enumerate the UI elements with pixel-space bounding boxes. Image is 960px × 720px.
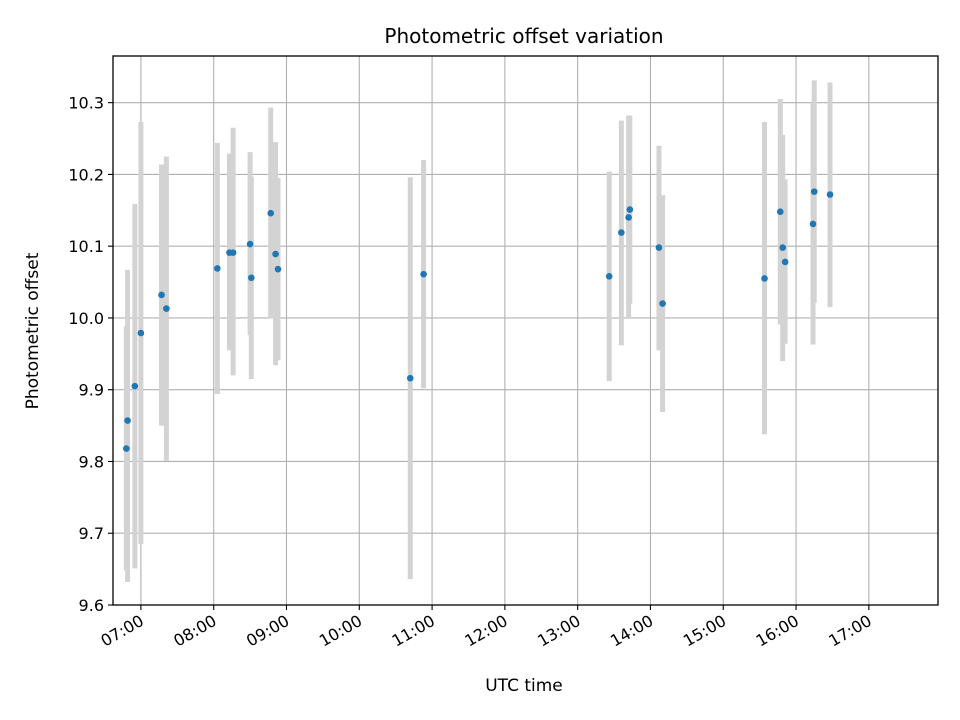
data-point (810, 188, 818, 195)
data-point (618, 229, 625, 236)
data-point (809, 220, 817, 228)
data-point (626, 206, 634, 213)
data-point (267, 209, 275, 217)
y-tick-label: 10.1 (68, 237, 104, 256)
data-point (625, 214, 632, 221)
x-tick-label: 17:00 (825, 611, 874, 651)
data-point (406, 374, 414, 382)
y-axis-ticks: 9.6 9.7 9.8 9.9 10.0 10.1 10.2 10.3 (68, 94, 113, 615)
data-point (272, 250, 279, 258)
data-point (761, 275, 768, 282)
plot-area-frame (112, 55, 939, 606)
data-point (214, 265, 221, 272)
data-point (131, 382, 139, 390)
data-point (158, 291, 165, 299)
data-point (274, 265, 282, 273)
data-point (826, 191, 834, 198)
data-point (123, 445, 130, 452)
y-tick-label: 9.8 (79, 452, 104, 471)
data-point (137, 329, 145, 337)
y-tick-label: 10.2 (68, 165, 104, 184)
data-point (248, 274, 255, 282)
error-bars (123, 80, 833, 583)
data-point (776, 208, 784, 216)
y-tick-label: 9.7 (79, 524, 104, 543)
y-tick-label: 10.3 (68, 94, 104, 113)
x-tick-label: 08:00 (170, 611, 219, 651)
y-tick-label: 9.9 (79, 381, 104, 400)
data-point (659, 300, 666, 307)
chart-title: Photometric offset variation (384, 24, 663, 48)
data-point (781, 258, 789, 266)
data-point (246, 240, 254, 248)
x-tick-label: 07:00 (97, 611, 146, 651)
data-points (123, 188, 834, 452)
x-tick-label: 16:00 (753, 611, 802, 651)
x-tick-label: 12:00 (461, 611, 510, 651)
y-tick-label: 10.0 (68, 309, 104, 328)
x-tick-label: 15:00 (680, 611, 729, 651)
x-tick-label: 10:00 (316, 611, 365, 651)
x-axis-title: UTC time (485, 676, 563, 696)
x-tick-label: 14:00 (607, 611, 656, 651)
y-tick-label: 9.6 (79, 596, 104, 615)
data-point (124, 417, 131, 424)
x-axis-ticks: 07:00 08:00 09:00 10:00 11:00 12:00 13:00 14:00… (97, 605, 875, 651)
y-axis-title: Photometric offset (23, 252, 43, 409)
data-point (605, 273, 613, 280)
data-point (163, 305, 170, 312)
data-point (229, 249, 237, 256)
data-point (655, 244, 663, 251)
data-point (779, 244, 787, 251)
x-tick-label: 13:00 (534, 611, 583, 651)
x-tick-label: 11:00 (389, 611, 438, 651)
data-point (420, 270, 427, 278)
x-tick-label: 09:00 (243, 611, 292, 651)
